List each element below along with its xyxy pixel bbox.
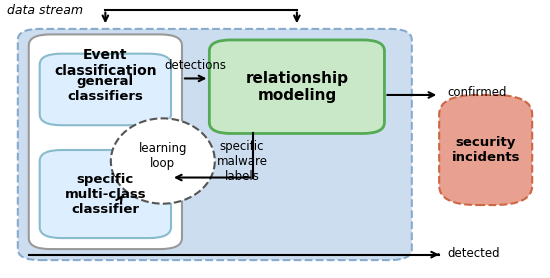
FancyBboxPatch shape — [18, 29, 412, 260]
Text: specific
multi-class
classifier: specific multi-class classifier — [64, 173, 146, 215]
Text: data stream: data stream — [7, 4, 83, 17]
Text: Event
classification: Event classification — [54, 48, 157, 78]
FancyBboxPatch shape — [210, 40, 384, 133]
Text: confirmed: confirmed — [447, 86, 507, 99]
FancyBboxPatch shape — [40, 54, 171, 125]
FancyBboxPatch shape — [40, 150, 171, 238]
Text: detections: detections — [164, 59, 227, 71]
Text: specific
malware
labels: specific malware labels — [217, 140, 268, 183]
Text: security
incidents: security incidents — [452, 136, 520, 164]
Ellipse shape — [111, 118, 215, 204]
FancyBboxPatch shape — [439, 95, 532, 205]
Text: detected: detected — [447, 247, 500, 260]
Text: learning
loop: learning loop — [139, 142, 187, 170]
Text: general
classifiers: general classifiers — [68, 75, 144, 103]
Text: relationship
modeling: relationship modeling — [245, 71, 348, 103]
FancyBboxPatch shape — [29, 34, 182, 249]
